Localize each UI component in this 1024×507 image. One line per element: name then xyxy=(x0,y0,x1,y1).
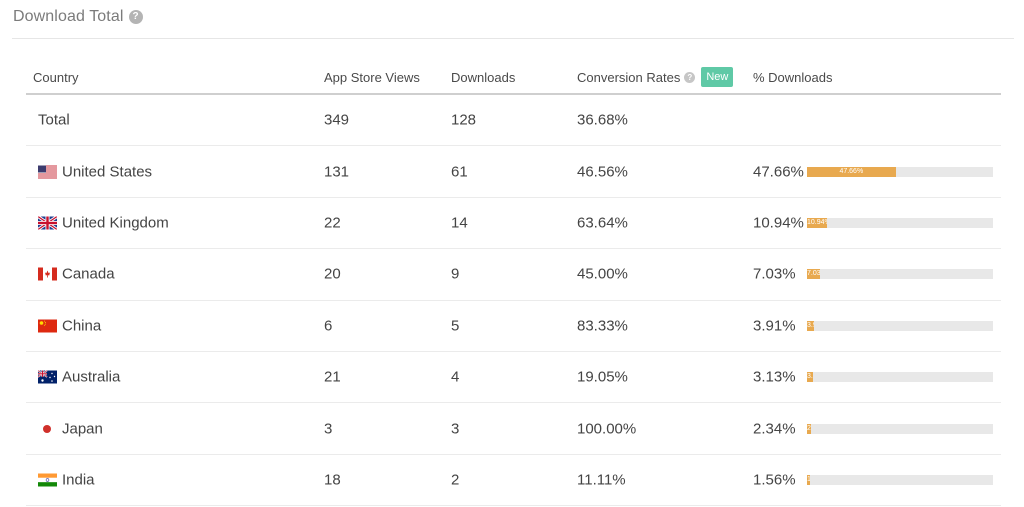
country-name: Australia xyxy=(62,368,121,386)
country-cell: China xyxy=(38,317,101,334)
us-flag-icon xyxy=(38,165,57,179)
views-cell: 18 xyxy=(324,471,341,489)
header-divider xyxy=(12,38,1014,39)
downloads-cell: 9 xyxy=(451,265,460,283)
column-header-downloads[interactable]: Downloads xyxy=(451,70,516,85)
downloads-cell: 3 xyxy=(451,420,460,438)
help-icon[interactable]: ? xyxy=(684,71,696,83)
canada-flag-icon xyxy=(38,267,57,281)
pct-downloads-cell: 3.13% xyxy=(753,368,796,386)
country-name: Canada xyxy=(62,265,115,283)
country-name: United States xyxy=(62,163,153,181)
views-cell: 22 xyxy=(324,214,341,232)
country-cell: Canada xyxy=(38,266,115,283)
new-badge: New xyxy=(701,67,734,87)
views-cell: 3 xyxy=(324,420,333,438)
pct-bar-track: 7.03% xyxy=(807,269,993,280)
total-conversion: 36.68% xyxy=(577,111,628,129)
downloads-cell: 61 xyxy=(451,163,468,181)
pct-bar-fill: 10.94% xyxy=(807,217,828,228)
country-name: United Kingdom xyxy=(62,214,169,232)
views-cell: 6 xyxy=(324,317,333,335)
downloads-cell: 4 xyxy=(451,368,460,386)
pct-downloads-cell: 3.91% xyxy=(753,317,796,335)
conversion-cell: 11.11% xyxy=(577,471,626,489)
australia-flag-icon xyxy=(37,369,57,384)
table-row: Japan 3 3 100.00% 2.34% 2.34% xyxy=(26,403,1001,455)
conversion-cell: 19.05% xyxy=(577,368,628,386)
country-cell: Australia xyxy=(37,368,121,386)
pct-downloads-cell: 47.66% xyxy=(753,163,804,181)
pct-bar-track: 10.94% xyxy=(807,217,993,228)
table-row: India 18 2 11.11% 1.56% 1.56% xyxy=(26,455,1001,507)
column-header-pct-downloads[interactable]: % Downloads xyxy=(753,70,833,85)
pct-bar-track: 2.34% xyxy=(807,423,993,434)
total-label: Total xyxy=(38,111,70,129)
table-row: Australia 21 4 19.05% 3.13% 3.13% xyxy=(26,352,1001,404)
table-header: Country App Store Views Downloads Conver… xyxy=(26,60,1001,95)
china-flag-icon xyxy=(38,319,57,333)
help-icon[interactable]: ? xyxy=(128,10,143,24)
downloads-cell: 2 xyxy=(451,471,460,489)
country-name: India xyxy=(62,471,95,489)
pct-downloads-cell: 1.56% xyxy=(753,471,796,489)
conversion-cell: 45.00% xyxy=(577,265,628,283)
conversion-cell: 63.64% xyxy=(577,214,628,232)
table-row: United States 131 61 46.56% 47.66% 47.66% xyxy=(26,146,1001,198)
country-cell: Japan xyxy=(38,420,103,437)
uk-flag-icon xyxy=(37,215,58,231)
column-header-views[interactable]: App Store Views xyxy=(324,70,420,85)
country-cell: United Kingdom xyxy=(37,214,169,232)
pct-bar-fill: 7.03% xyxy=(807,269,821,280)
downloads-cell: 14 xyxy=(451,214,468,232)
downloads-table: Country App Store Views Downloads Conver… xyxy=(26,60,1001,507)
conversion-cell: 46.56% xyxy=(577,163,628,181)
views-cell: 21 xyxy=(324,368,341,386)
views-cell: 20 xyxy=(324,265,341,283)
pct-bar-track: 1.56% xyxy=(807,474,993,485)
pct-bar-fill: 3.91% xyxy=(807,320,815,331)
pct-bar-track: 3.91% xyxy=(807,320,993,331)
table-row-total: Total 349 128 36.68% xyxy=(26,95,1001,147)
pct-bar-track: 3.13% xyxy=(807,372,993,383)
total-views: 349 xyxy=(324,111,350,129)
pct-downloads-cell: 10.94% xyxy=(753,214,804,232)
india-flag-icon xyxy=(38,473,57,487)
table-row: United Kingdom 22 14 63.64% 10.94%10.94% xyxy=(26,198,1001,250)
panel-title: Download Total xyxy=(13,8,124,25)
panel-header: Download Total ? xyxy=(13,6,143,28)
japan-flag-icon xyxy=(38,422,57,435)
column-header-country[interactable]: Country xyxy=(33,70,79,85)
total-downloads: 128 xyxy=(451,111,477,129)
column-header-conversion[interactable]: Conversion Rates ? New xyxy=(577,67,734,87)
downloads-cell: 5 xyxy=(451,317,460,335)
table-row: China 6 5 83.33% 3.91% 3.91% xyxy=(26,301,1001,352)
conversion-cell: 83.33% xyxy=(577,317,628,335)
table-row: Canada 20 9 45.00% 7.03% 7.03% xyxy=(26,249,1001,301)
pct-bar-fill: 2.34% xyxy=(807,423,812,434)
conversion-header-label: Conversion Rates xyxy=(577,69,681,85)
views-cell: 131 xyxy=(324,163,350,181)
pct-bar-fill: 1.56% xyxy=(807,474,810,485)
pct-bar-fill: 47.66% xyxy=(807,166,896,177)
country-name: Japan xyxy=(62,420,103,438)
conversion-cell: 100.00% xyxy=(577,420,637,438)
pct-downloads-cell: 7.03% xyxy=(753,265,796,283)
pct-bar-track: 47.66% xyxy=(807,166,993,177)
country-cell: India xyxy=(38,471,95,488)
country-name: China xyxy=(62,317,102,335)
country-cell: United States xyxy=(38,163,152,180)
pct-bar-fill: 3.13% xyxy=(807,372,813,383)
pct-downloads-cell: 2.34% xyxy=(753,420,796,438)
